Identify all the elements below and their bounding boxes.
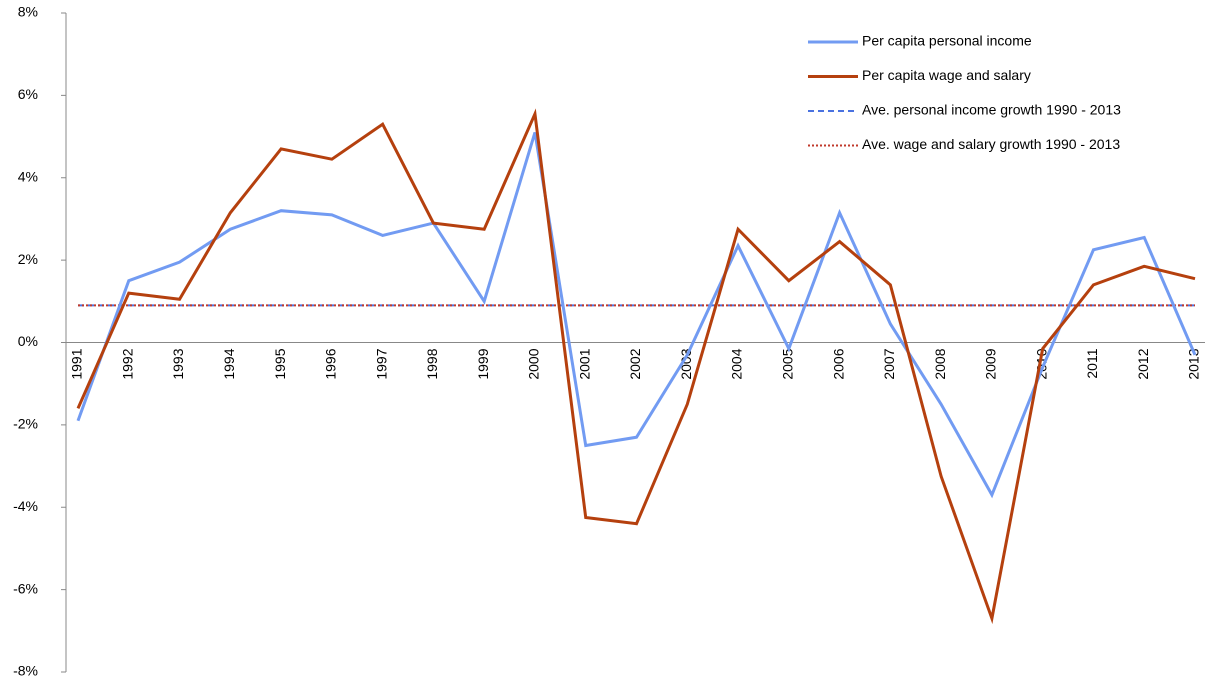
x-tick-label: 1992 <box>119 348 135 379</box>
y-tick-label: 8% <box>18 4 38 20</box>
x-tick-label: 2001 <box>576 348 592 379</box>
y-tick-label: -4% <box>13 498 38 514</box>
series-line <box>76 108 1196 625</box>
x-tick-label: 2007 <box>881 348 897 379</box>
x-tick-label: 1997 <box>373 348 389 379</box>
x-tick-label: 1996 <box>323 348 339 379</box>
x-tick-label: 1998 <box>424 348 440 379</box>
x-tick-label: 1999 <box>475 348 491 379</box>
y-tick-label: -2% <box>13 416 38 432</box>
legend-label: Per capita wage and salary <box>862 67 1031 83</box>
series-line <box>76 132 1197 499</box>
x-tick-label: 1991 <box>69 348 85 379</box>
legend-label: Per capita personal income <box>862 33 1032 49</box>
y-tick-label: -6% <box>13 580 38 596</box>
x-tick-label: 2003 <box>678 348 694 379</box>
x-tick-label: 2006 <box>830 348 846 379</box>
y-tick-label: -8% <box>13 663 38 679</box>
x-tick-label: 2009 <box>983 348 999 379</box>
x-tick-label: 1993 <box>170 348 186 379</box>
x-tick-label: 1995 <box>272 348 288 379</box>
x-tick-label: 2013 <box>1186 348 1202 379</box>
legend-label: Ave. personal income growth 1990 - 2013 <box>862 102 1121 118</box>
x-tick-label: 2005 <box>780 348 796 379</box>
x-tick-label: 1994 <box>221 348 237 379</box>
x-tick-label: 2004 <box>729 348 745 379</box>
y-tick-label: 2% <box>18 251 38 267</box>
x-tick-label: 2012 <box>1135 348 1151 379</box>
x-tick-label: 2002 <box>627 348 643 379</box>
y-tick-label: 6% <box>18 86 38 102</box>
x-tick-label: 2000 <box>526 348 542 379</box>
x-tick-label: 2011 <box>1084 348 1100 378</box>
x-tick-label: 2008 <box>932 348 948 379</box>
y-tick-label: 4% <box>18 168 38 184</box>
legend-label: Ave. wage and salary growth 1990 - 2013 <box>862 136 1120 152</box>
y-tick-label: 0% <box>18 333 38 349</box>
